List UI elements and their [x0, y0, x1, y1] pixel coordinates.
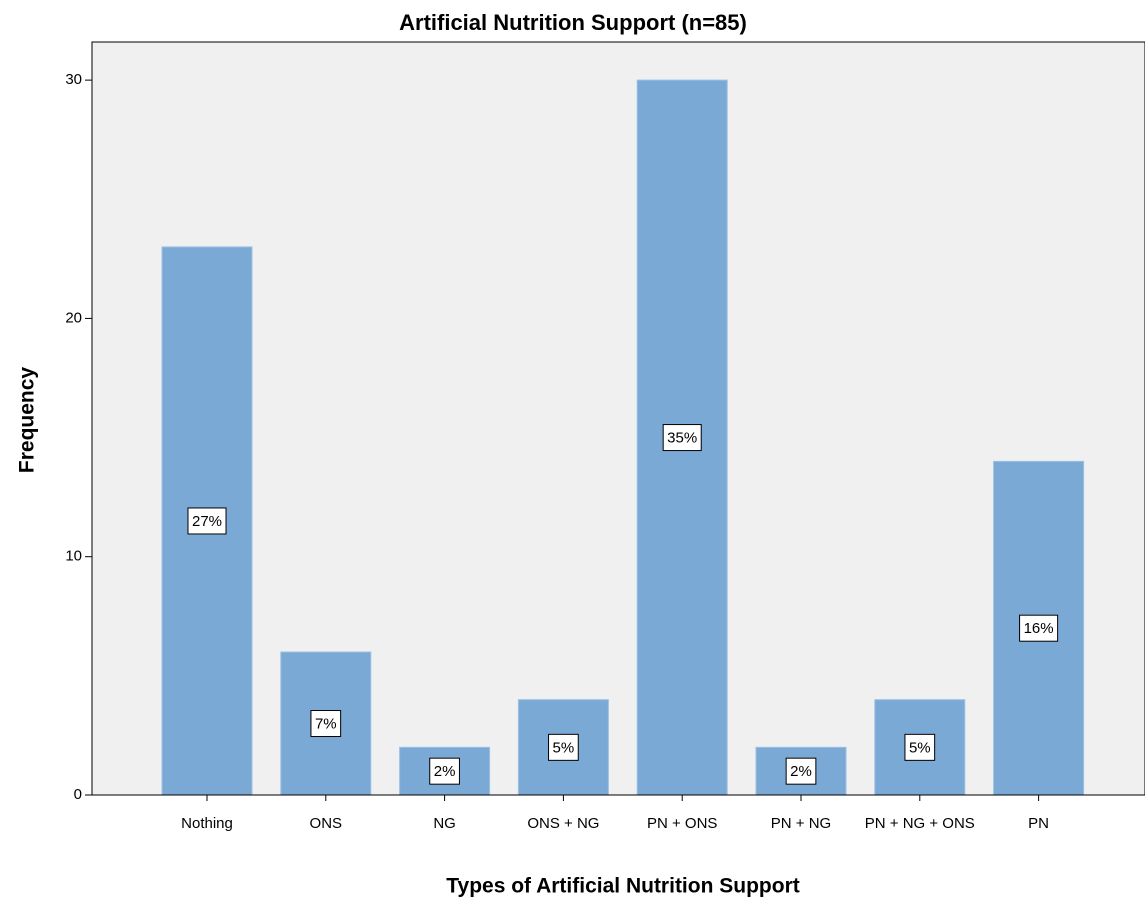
- percent-label: 5%: [553, 739, 575, 756]
- percent-label: 5%: [909, 739, 931, 756]
- percent-label: 16%: [1024, 620, 1054, 637]
- percent-label-box: [785, 757, 817, 785]
- percent-label: 2%: [790, 763, 812, 780]
- percent-label-box: [187, 507, 227, 535]
- y-tick-label: 30: [65, 71, 82, 88]
- x-tick-label: PN + ONS: [647, 815, 717, 832]
- bar: [161, 246, 253, 796]
- chart-title: Artificial Nutrition Support (n=85): [399, 10, 747, 35]
- x-tick-label: ONS: [310, 815, 343, 832]
- x-tick-label: PN + NG + ONS: [865, 815, 975, 832]
- y-axis-label: Frequency: [16, 367, 39, 474]
- x-tick-label: NG: [433, 815, 456, 832]
- percent-label-box: [662, 424, 702, 452]
- percent-label-box: [548, 733, 579, 761]
- x-tick-label: PN + NG: [771, 815, 831, 832]
- percent-label-box: [429, 757, 460, 785]
- percent-label: 27%: [192, 513, 222, 530]
- plot-area: [91, 41, 1145, 796]
- y-tick-label: 10: [65, 548, 82, 565]
- x-tick-label: Nothing: [181, 815, 233, 832]
- percent-label: 35%: [667, 430, 697, 447]
- percent-label: 7%: [315, 715, 337, 732]
- x-axis-label: Types of Artificial Nutrition Support: [446, 875, 800, 898]
- percent-label-box: [310, 710, 342, 738]
- percent-label-box: [904, 733, 936, 761]
- x-tick-label: PN: [1028, 815, 1049, 832]
- y-tick-label: 20: [65, 309, 82, 326]
- x-tick-label: ONS + NG: [527, 815, 599, 832]
- percent-label: 2%: [434, 763, 456, 780]
- y-tick-label: 0: [74, 786, 82, 803]
- percent-label-box: [1019, 614, 1059, 642]
